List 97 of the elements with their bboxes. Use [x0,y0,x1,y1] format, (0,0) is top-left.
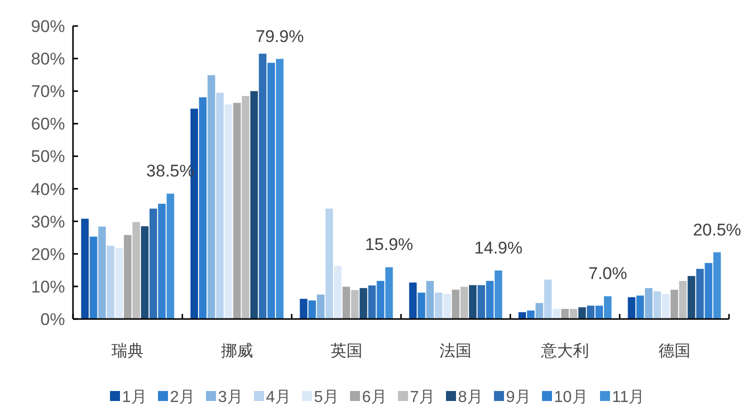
bar [409,282,417,319]
bar [679,280,687,319]
bar [250,91,258,319]
y-tick-label: 20% [30,244,65,264]
y-tick-label: 50% [30,147,65,166]
bar [308,300,316,319]
y-tick-label: 40% [30,180,65,199]
bar [360,288,368,319]
bar [376,280,384,319]
data-label: 79.9% [256,26,304,46]
bar [385,267,393,319]
bar [636,296,644,319]
bar [644,288,652,319]
bar [316,294,324,319]
bar [536,303,544,319]
bar [527,310,535,319]
bar [242,96,250,319]
y-tick-label: 0% [40,310,65,329]
y-tick-label: 30% [30,212,65,232]
bar [670,290,678,319]
data-label: 14.9% [474,238,523,258]
bar [570,308,578,319]
bar [662,294,670,319]
bar [166,194,174,319]
bar [115,248,123,319]
bar [478,285,486,319]
bar [325,208,334,319]
bar [351,290,359,319]
bar [518,312,526,319]
bar [418,292,426,319]
bar [486,280,494,319]
bar [158,204,166,319]
legend-label: 9月 [506,389,531,406]
legend-label: 3月 [218,389,243,406]
legend-label: 6月 [362,389,387,406]
legend-label: 7月 [410,389,435,406]
bar [334,266,342,319]
bar [342,286,350,319]
bar [98,226,106,319]
bar [452,290,460,319]
bar [300,298,308,319]
bar [434,292,442,319]
y-tick-label: 90% [30,17,65,36]
bar [595,306,603,319]
bar [150,208,158,319]
bar [494,270,502,319]
bar [81,218,89,319]
bar [443,294,451,319]
bar [704,263,712,319]
bar [368,285,376,319]
bar [468,285,477,319]
legend-label: 5月 [314,389,339,406]
data-label: 20.5% [692,220,742,240]
bar [208,75,216,319]
bar [258,54,266,319]
bar [460,286,468,319]
legend-label: 4月 [266,389,291,406]
bar [199,97,207,319]
bar [106,246,114,319]
legend-label: 10月 [554,389,588,406]
legend-label: 8月 [458,389,483,406]
bar [544,280,552,319]
bar [224,104,232,319]
bar [140,226,149,319]
data-label: 15.9% [364,235,414,254]
bar [426,280,434,319]
bar [216,92,224,319]
bar [124,235,132,319]
legend-label: 11月 [612,389,645,406]
bar [713,252,721,319]
bar [653,291,662,319]
bar [552,308,560,319]
bar [628,297,636,319]
bar [586,306,594,319]
legend-label: 2月 [170,389,195,406]
bar [233,102,241,319]
bar [688,276,696,319]
y-tick-label: 80% [30,50,65,69]
bar [90,236,98,319]
y-tick-label: 10% [30,277,65,296]
x-tick-label: 意大利 [540,342,589,360]
data-label: 7.0% [588,264,628,284]
bar [578,307,586,319]
bar [132,222,140,319]
bar [561,308,569,319]
x-tick-label: 挪威 [221,342,253,360]
legend-label: 1月 [122,389,147,406]
x-tick-label: 德国 [658,343,690,360]
bar [604,296,612,319]
x-tick-label: 瑞典 [112,342,144,360]
bar [267,62,275,319]
x-tick-label: 英国 [330,342,362,360]
y-tick-label: 70% [30,82,65,102]
bar [276,58,284,319]
y-tick-label: 60% [30,114,65,134]
x-tick-label: 法国 [440,342,472,360]
bar [696,268,704,319]
